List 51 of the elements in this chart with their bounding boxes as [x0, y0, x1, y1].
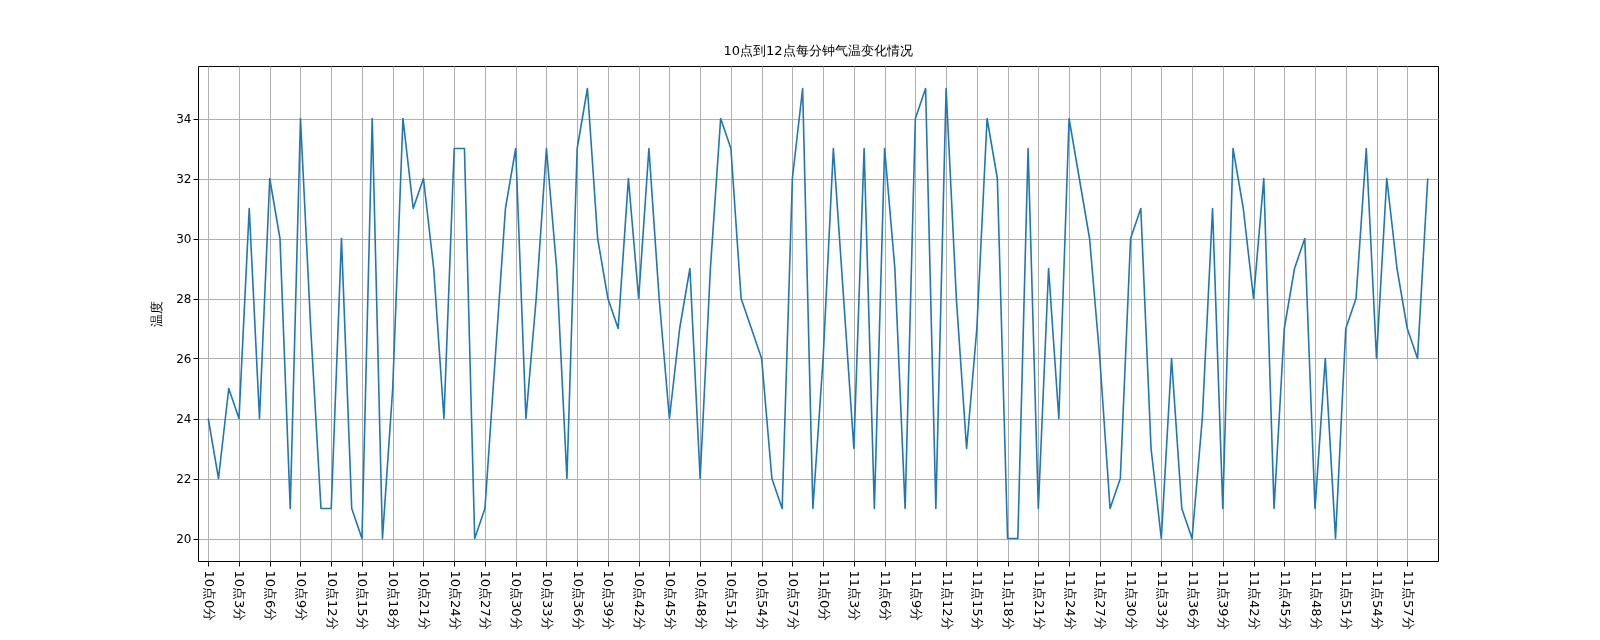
- x-tick-label: 10点36分: [570, 570, 586, 630]
- y-tick-label: 30: [176, 232, 192, 246]
- chart-title: 10点到12点每分钟气温变化情况: [723, 43, 913, 58]
- x-tick-label: 10点21分: [416, 570, 432, 630]
- x-tick-label: 10点30分: [509, 570, 525, 630]
- x-tick-label: 10点45分: [662, 570, 678, 630]
- x-tick-label: 10点51分: [724, 570, 740, 630]
- y-tick-label: 32: [176, 172, 192, 186]
- x-tick-label: 11点45分: [1277, 570, 1293, 630]
- line-series: [207, 87, 1429, 540]
- x-tick-label: 11点9分: [908, 570, 924, 622]
- x-tick-label: 11点15分: [970, 570, 986, 630]
- y-axis-title: 温度: [149, 301, 165, 327]
- x-tick-label: 11点30分: [1124, 570, 1140, 630]
- x-tick-label: 11点36分: [1185, 570, 1201, 630]
- x-tick-label: 11点24分: [1062, 570, 1078, 630]
- x-tick-label: 10点0分: [201, 570, 217, 622]
- x-tick-label: 10点24分: [447, 570, 463, 630]
- y-tick-label: 20: [176, 532, 192, 546]
- x-tick-label: 10点18分: [386, 570, 402, 630]
- x-tick-label: 10点6分: [263, 570, 279, 622]
- x-tick-label: 10点33分: [539, 570, 555, 630]
- x-tick-label: 11点12分: [939, 570, 955, 630]
- x-tick-label: 11点21分: [1031, 570, 1047, 630]
- y-tick-label: 26: [176, 352, 192, 366]
- x-tick-label: 10点39分: [601, 570, 617, 630]
- x-tick-label: 11点27分: [1093, 570, 1109, 630]
- x-tick-label: 11点33分: [1154, 570, 1170, 630]
- x-tick-label: 11点42分: [1247, 570, 1263, 630]
- x-tick-label: 10点3分: [232, 570, 248, 622]
- y-tick-label: 28: [176, 292, 192, 306]
- y-tick-label: 34: [176, 112, 192, 126]
- x-tick-label: 11点18分: [1001, 570, 1017, 630]
- x-tick-label: 11点57分: [1400, 570, 1416, 630]
- x-tick-label: 10点15分: [355, 570, 371, 630]
- y-tick-label: 22: [176, 472, 192, 486]
- x-tick-label: 11点54分: [1370, 570, 1386, 630]
- y-tick-label: 24: [176, 412, 192, 426]
- x-tick-label: 11点51分: [1339, 570, 1355, 630]
- x-tick-label: 10点42分: [632, 570, 648, 630]
- x-tick-label: 10点27分: [478, 570, 494, 630]
- x-tick-label: 11点48分: [1308, 570, 1324, 630]
- x-tick-label: 11点39分: [1216, 570, 1232, 630]
- x-tick-label: 10点48分: [693, 570, 709, 630]
- x-tick-label: 11点0分: [816, 570, 832, 622]
- x-tick-label: 10点54分: [755, 570, 771, 630]
- x-tick-label: 10点9分: [293, 570, 309, 622]
- x-tick-label: 11点3分: [847, 570, 863, 622]
- x-tick-label: 10点12分: [324, 570, 340, 630]
- x-tick-label: 10点57分: [785, 570, 801, 630]
- x-tick-label: 11点6分: [878, 570, 894, 622]
